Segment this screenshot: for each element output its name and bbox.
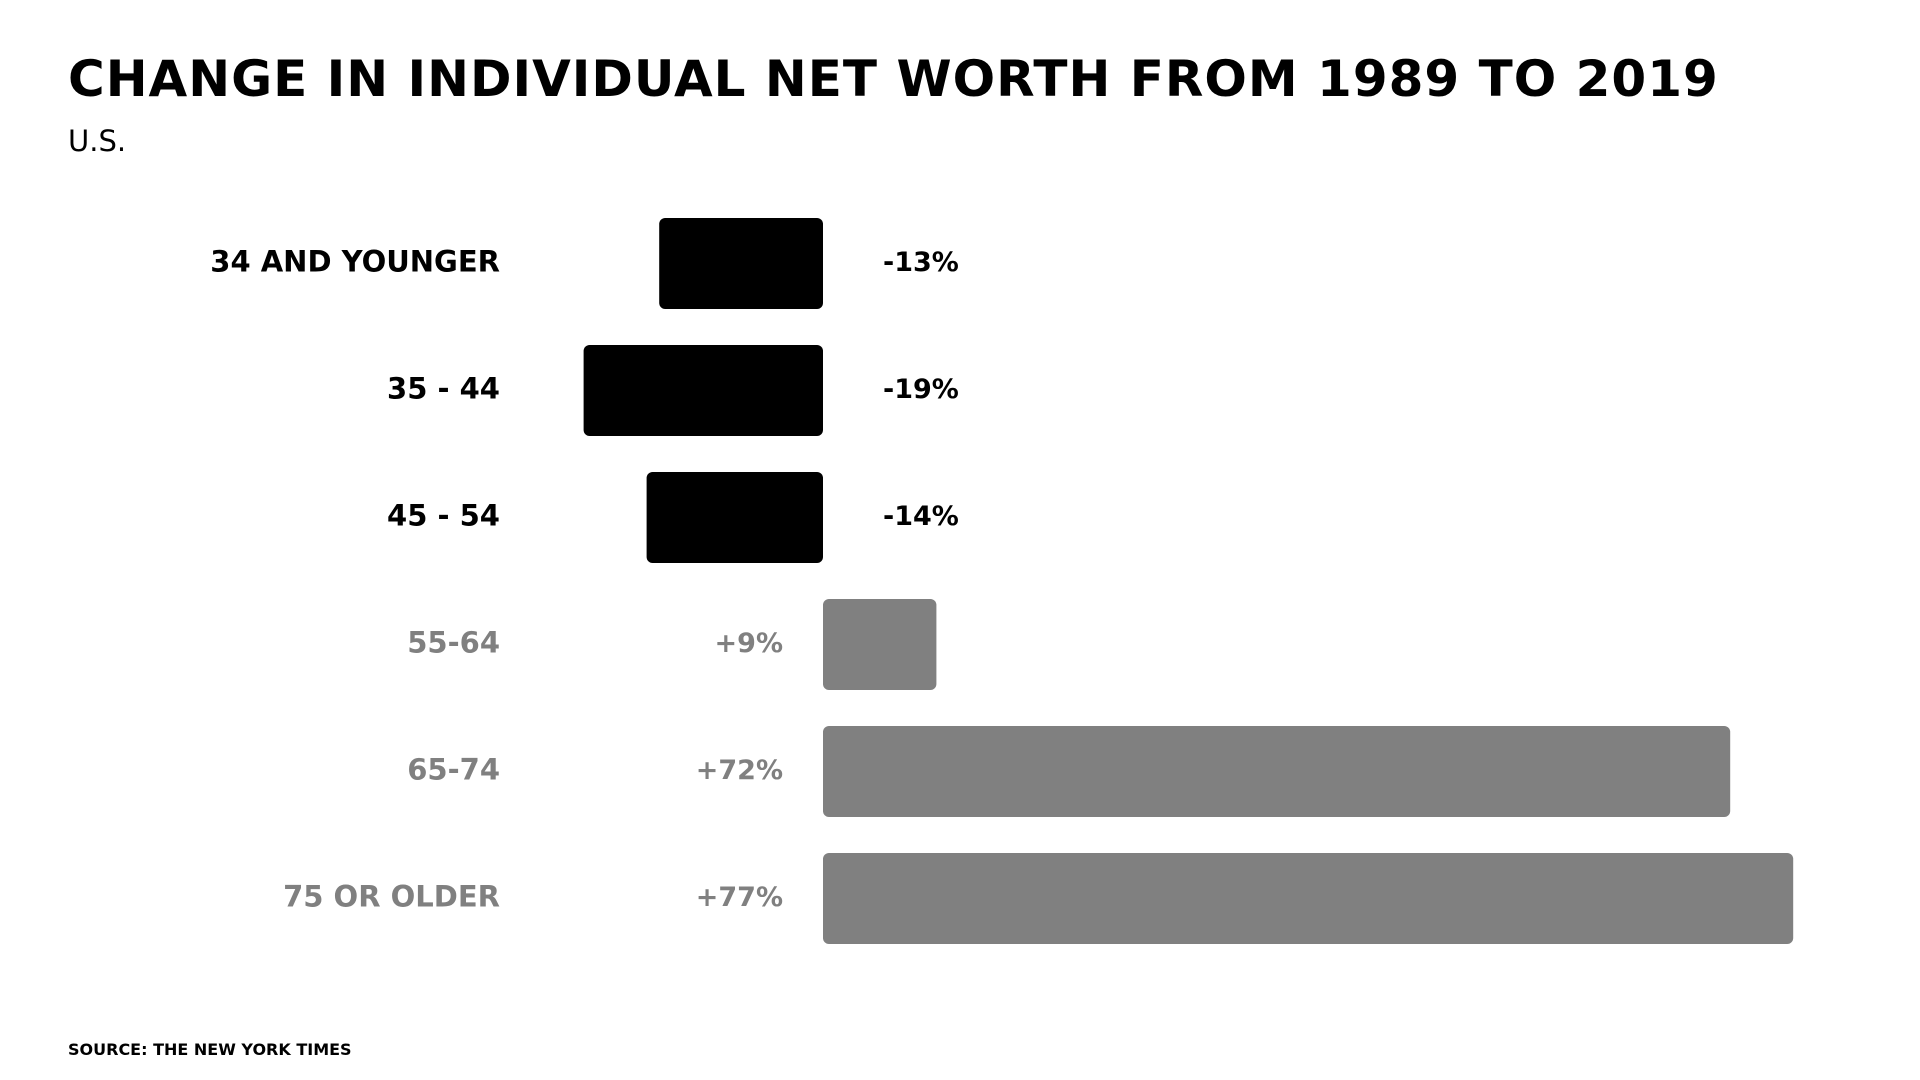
category-label: 75 OR OLDER [283, 880, 500, 914]
bar [823, 599, 937, 690]
value-label: +9% [715, 628, 783, 659]
chart-title: CHANGE IN INDIVIDUAL NET WORTH FROM 1989… [68, 50, 1719, 108]
category-label: 65-74 [407, 753, 500, 787]
chart-subtitle: U.S. [68, 124, 127, 158]
value-label: -14% [883, 501, 959, 532]
value-label: -19% [883, 374, 959, 405]
bar [646, 472, 823, 563]
category-label: 55-64 [407, 626, 500, 660]
bar-chart: 34 AND YOUNGER -13% 35 - 44 -19% 45 - 54 -14%… [210, 218, 1794, 944]
value-label: -13% [883, 247, 959, 278]
category-label: 34 AND YOUNGER [210, 245, 500, 279]
category-label: 35 - 44 [387, 372, 500, 406]
bar [583, 345, 823, 436]
bar [659, 218, 823, 309]
value-label: +72% [696, 755, 783, 786]
source-note: SOURCE: THE NEW YORK TIMES [68, 1040, 352, 1059]
bar [823, 726, 1731, 817]
bar [823, 853, 1794, 944]
value-label: +77% [696, 882, 783, 913]
category-label: 45 - 54 [387, 499, 500, 533]
